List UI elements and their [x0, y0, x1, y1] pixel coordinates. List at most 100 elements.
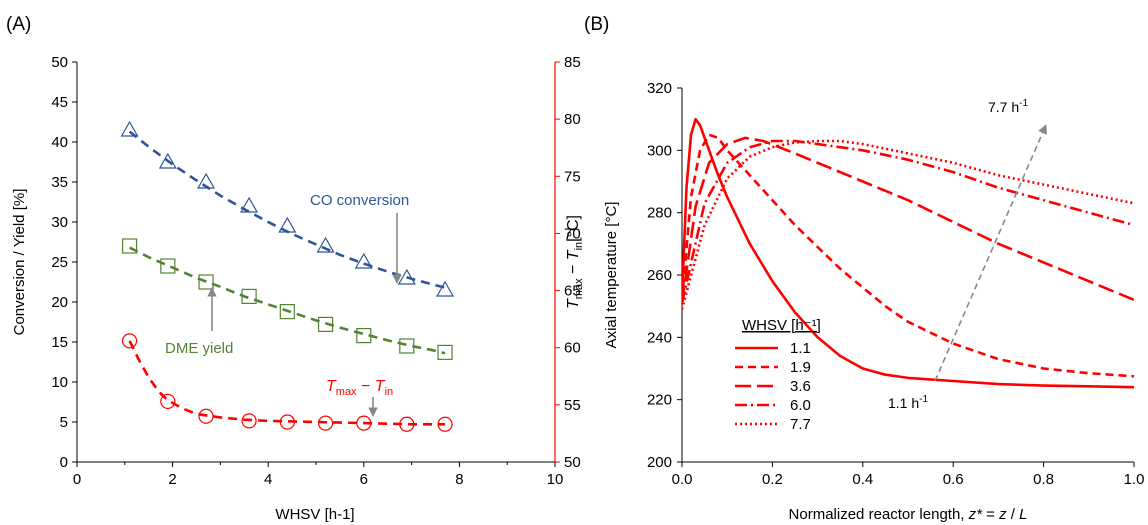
- series-line-whsv-7-7: [682, 139, 1134, 310]
- marker-dme: [399, 338, 415, 354]
- panel-b-y-tick-label: 300: [647, 142, 672, 159]
- panel-b-y-tick-label: 200: [647, 454, 672, 471]
- marker-co: [120, 120, 139, 137]
- legend-label-3-6: 3.6: [790, 378, 811, 395]
- panel-b-y-tick-label: 320: [647, 80, 672, 97]
- marker-co: [197, 172, 216, 189]
- panel-a-x-tick-label: 6: [360, 471, 368, 488]
- marker-dme: [279, 304, 295, 320]
- panel-a-y2-tick-label: 70: [564, 225, 581, 242]
- marker-dme: [160, 258, 176, 274]
- panel-b-y-tick-label: 220: [647, 392, 672, 409]
- marker-co: [354, 252, 373, 269]
- panel-b-y-axis-title: Axial temperature [°C]: [603, 202, 620, 349]
- panel-a-y-tick-label: 40: [51, 134, 68, 151]
- y2-title-unit: [°C]: [565, 215, 582, 242]
- panel-a-y-tick-label: 50: [51, 54, 68, 71]
- panel-b-y-tick-label: 240: [647, 329, 672, 346]
- whsv-trend-arrow: [934, 124, 1047, 382]
- marker-co: [278, 216, 297, 233]
- panel-b-series-lines: [682, 117, 1134, 389]
- panel-b: (B) 200 220 240 260 280 300 320 0.0 0.2 0.4 0.6 0.8…: [584, 14, 1144, 523]
- marker-co: [240, 196, 259, 213]
- arrow-label-high: 7.7 h-1: [988, 98, 1028, 115]
- panel-a-y2-tick-label: 75: [564, 168, 581, 185]
- panel-a-y-tick-label: 20: [51, 294, 68, 311]
- panel-b-label: (B): [584, 14, 609, 35]
- marker-co: [436, 280, 455, 297]
- marker-dt: [121, 333, 138, 349]
- panel-b-y-tick-label: 280: [647, 205, 672, 222]
- marker-dt: [399, 416, 415, 432]
- legend-title: WHSV [h⁻¹]: [742, 317, 821, 334]
- xb-title-var2: z: [998, 506, 1007, 523]
- arrow-label-high-sup: -1: [1019, 98, 1028, 109]
- fit-line-dt: [128, 340, 446, 426]
- marker-co: [316, 236, 335, 253]
- marker-dt: [241, 413, 257, 429]
- marker-dme: [198, 274, 214, 290]
- y2-title-sub1: max: [573, 278, 585, 299]
- legend-label-7-7: 7.7: [790, 416, 811, 433]
- fit-line-co: [128, 130, 446, 289]
- y2-title-t1: T: [565, 298, 582, 309]
- panel-a-y-tick-label: 25: [51, 254, 68, 271]
- y2-title-sub2: in: [573, 242, 585, 251]
- annotation-co-conversion: CO conversion: [310, 192, 409, 284]
- delta-t-label-sub1: max: [336, 386, 357, 398]
- series-line-whsv-1-9: [682, 133, 1134, 378]
- panel-b-x-tick-label: 0.8: [1033, 471, 1054, 488]
- co-conversion-label: CO conversion: [310, 192, 409, 209]
- y2-title-t2: T: [565, 249, 582, 260]
- xb-title-var: z*: [968, 506, 984, 523]
- panel-a-x-tick-label: 0: [73, 471, 81, 488]
- legend-label-1-9: 1.9: [790, 359, 811, 376]
- marker-dme: [356, 328, 372, 344]
- marker-dt: [437, 416, 453, 432]
- series-line-whsv-1-1: [682, 117, 1134, 389]
- panel-b-axes: 200 220 240 260 280 300 320 0.0 0.2 0.4 0.6 0.8 1.0: [647, 80, 1144, 488]
- panel-a-y-tick-label: 0: [60, 454, 68, 471]
- delta-t-label: Tmax − Tin: [326, 378, 393, 398]
- panel-b-x-axis-title: Normalized reactor length, z* = z / L: [789, 506, 1028, 523]
- xb-title-rest2: /: [1007, 506, 1020, 523]
- panel-b-x-tick-label: 0.0: [672, 471, 693, 488]
- panel-a-y-tick-label: 30: [51, 214, 68, 231]
- marker-dme: [317, 316, 334, 332]
- xb-title-rest: =: [982, 506, 999, 523]
- marker-dt: [356, 415, 372, 431]
- panel-a-markers: [120, 120, 455, 432]
- arrow-label-low-text: 1.1 h: [888, 395, 919, 411]
- marker-co: [158, 152, 177, 169]
- panel-a-x-tick-label: 4: [264, 471, 272, 488]
- panel-b-x-tick-label: 0.6: [943, 471, 964, 488]
- legend-label-6-0: 6.0: [790, 397, 811, 414]
- series-line-whsv-3-6: [682, 136, 1134, 304]
- panel-b-x-tick-label: 0.4: [852, 471, 873, 488]
- delta-t-label-dash: −: [357, 378, 375, 395]
- panel-a-fit-lines: [128, 130, 446, 426]
- series-line-whsv-6-0: [682, 139, 1134, 304]
- arrow-label-low: 1.1 h-1: [888, 394, 928, 411]
- arrow-label-low-sup: -1: [919, 394, 928, 405]
- marker-dt: [317, 415, 334, 431]
- panel-a-y-tick-label: 10: [51, 374, 68, 391]
- fit-line-dme: [129, 246, 446, 355]
- y2-title-dash: −: [565, 260, 582, 278]
- panel-a-x-tick-label: 8: [455, 471, 463, 488]
- panel-a-x-axis-title: WHSV [h-1]: [275, 506, 354, 523]
- marker-dt: [160, 393, 176, 410]
- delta-t-label-sub2: in: [385, 386, 394, 398]
- panel-a-y2-tick-label: 80: [564, 111, 581, 128]
- marker-dme: [121, 238, 138, 254]
- marker-dt: [279, 414, 295, 430]
- marker-dme: [241, 288, 257, 304]
- panel-a-x-tick-label: 2: [168, 471, 176, 488]
- marker-co: [397, 268, 416, 285]
- panel-a-y2-tick-label: 60: [564, 340, 581, 357]
- panel-a-y2-tick-label: 65: [564, 283, 581, 300]
- annotation-dme-yield: DME yield: [165, 287, 233, 357]
- panel-b-x-tick-label: 1.0: [1124, 471, 1145, 488]
